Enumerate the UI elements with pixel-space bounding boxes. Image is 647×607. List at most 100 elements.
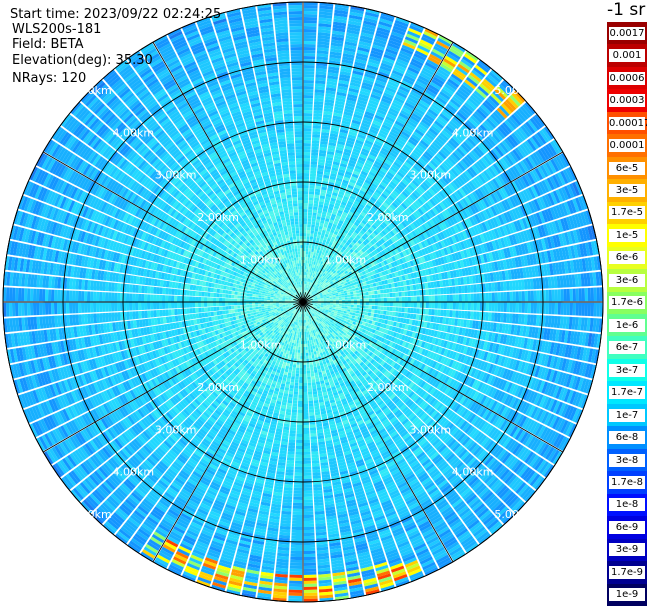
range-gate-cell bbox=[377, 294, 381, 298]
range-gate-cell bbox=[317, 164, 325, 169]
range-gate-cell bbox=[349, 236, 354, 242]
range-gate-cell bbox=[316, 170, 324, 175]
range-gate-cell bbox=[311, 146, 319, 150]
range-gate-cell bbox=[303, 80, 314, 84]
range-gate-cell bbox=[323, 174, 330, 179]
range-gate-cell bbox=[307, 215, 312, 219]
range-gate-cell bbox=[308, 275, 310, 279]
range-gate-cell bbox=[416, 302, 420, 308]
range-gate-cell bbox=[348, 221, 354, 227]
range-gate-cell bbox=[333, 112, 343, 118]
range-gate-cell bbox=[330, 42, 344, 48]
range-gate-cell bbox=[425, 132, 435, 141]
range-gate-cell bbox=[357, 216, 363, 222]
range-gate-cell bbox=[349, 195, 356, 201]
range-gate-cell bbox=[416, 126, 426, 135]
range-gate-cell bbox=[354, 61, 366, 68]
range-gate-cell bbox=[316, 283, 319, 287]
range-gate-cell bbox=[341, 308, 345, 311]
range-gate-cell bbox=[303, 119, 312, 123]
range-gate-cell bbox=[319, 146, 327, 151]
range-gate-cell bbox=[339, 217, 345, 222]
range-gate-cell bbox=[352, 312, 356, 316]
range-gate-cell bbox=[389, 36, 403, 45]
range-gate-cell bbox=[355, 287, 359, 291]
range-gate-cell bbox=[332, 191, 338, 197]
range-gate-cell bbox=[391, 28, 406, 36]
range-gate-cell bbox=[303, 293, 305, 297]
range-gate-cell bbox=[314, 268, 318, 272]
range-gate-cell bbox=[497, 292, 501, 302]
range-gate-cell bbox=[421, 137, 431, 146]
range-gate-cell bbox=[572, 302, 576, 316]
range-gate-cell bbox=[317, 161, 325, 166]
range-gate-cell bbox=[373, 117, 383, 124]
range-gate-cell bbox=[404, 296, 408, 302]
range-gate-cell bbox=[318, 11, 333, 16]
range-gate-cell bbox=[303, 254, 306, 258]
range-gate-cell bbox=[419, 99, 430, 108]
range-gate-cell bbox=[379, 65, 392, 73]
range-gate-cell bbox=[335, 298, 339, 301]
range-gate-cell bbox=[327, 257, 331, 262]
range-gate-cell bbox=[312, 270, 315, 274]
range-gate-cell bbox=[443, 287, 447, 295]
range-gate-cell bbox=[414, 107, 425, 116]
range-gate-cell bbox=[307, 224, 311, 228]
range-gate-cell bbox=[373, 143, 382, 150]
range-gate-cell bbox=[338, 296, 342, 299]
range-gate-cell bbox=[338, 298, 342, 300]
range-gate-cell bbox=[491, 302, 495, 312]
range-gate-cell bbox=[315, 65, 328, 70]
range-gate-cell bbox=[308, 282, 311, 286]
range-gate-cell bbox=[434, 43, 448, 53]
range-gate-cell bbox=[309, 260, 312, 264]
range-gate-cell bbox=[390, 72, 403, 80]
range-gate-cell bbox=[307, 209, 313, 213]
range-gate-cell bbox=[329, 259, 333, 264]
range-gate-cell bbox=[359, 90, 371, 97]
range-gate-cell bbox=[382, 56, 395, 64]
range-gate-cell bbox=[410, 302, 414, 308]
range-gate-cell bbox=[305, 287, 307, 291]
range-gate-cell bbox=[336, 88, 348, 94]
range-gate-cell bbox=[306, 236, 310, 240]
range-gate-cell bbox=[473, 293, 477, 302]
range-gate-cell bbox=[318, 14, 333, 19]
range-gate-cell bbox=[305, 248, 309, 252]
range-gate-cell bbox=[315, 271, 318, 276]
range-gate-cell bbox=[361, 81, 373, 88]
range-gate-cell bbox=[566, 288, 570, 302]
range-gate-cell bbox=[429, 53, 442, 63]
range-gate-cell bbox=[324, 165, 332, 170]
range-gate-cell bbox=[316, 259, 319, 263]
range-gate-cell bbox=[413, 290, 417, 296]
range-gate-cell bbox=[318, 269, 321, 274]
range-gate-cell bbox=[341, 214, 347, 219]
range-gate-cell bbox=[347, 292, 351, 295]
range-gate-cell bbox=[355, 197, 362, 204]
range-gate-cell bbox=[353, 296, 357, 300]
range-gate-cell bbox=[427, 108, 439, 118]
range-gate-cell bbox=[307, 278, 310, 282]
range-gate-cell bbox=[407, 156, 416, 165]
range-gate-cell bbox=[432, 101, 444, 110]
range-gate-cell bbox=[307, 291, 311, 295]
range-gate-cell bbox=[321, 258, 325, 262]
range-gate-cell bbox=[393, 22, 408, 30]
range-gate-cell bbox=[312, 131, 321, 135]
range-gate-cell bbox=[352, 290, 357, 294]
range-gate-cell bbox=[356, 162, 364, 168]
range-gate-cell bbox=[371, 194, 379, 200]
range-gate-cell bbox=[320, 219, 325, 224]
range-gate-cell bbox=[340, 234, 346, 239]
range-gate-cell bbox=[346, 165, 355, 171]
range-gate-cell bbox=[326, 81, 338, 86]
range-gate-cell bbox=[315, 219, 321, 223]
range-gate-cell bbox=[437, 288, 441, 295]
range-gate-cell bbox=[359, 173, 367, 179]
range-gate-cell bbox=[383, 310, 387, 315]
range-gate-cell bbox=[338, 134, 347, 140]
range-gate-cell bbox=[306, 278, 308, 282]
range-gate-cell bbox=[351, 150, 360, 157]
